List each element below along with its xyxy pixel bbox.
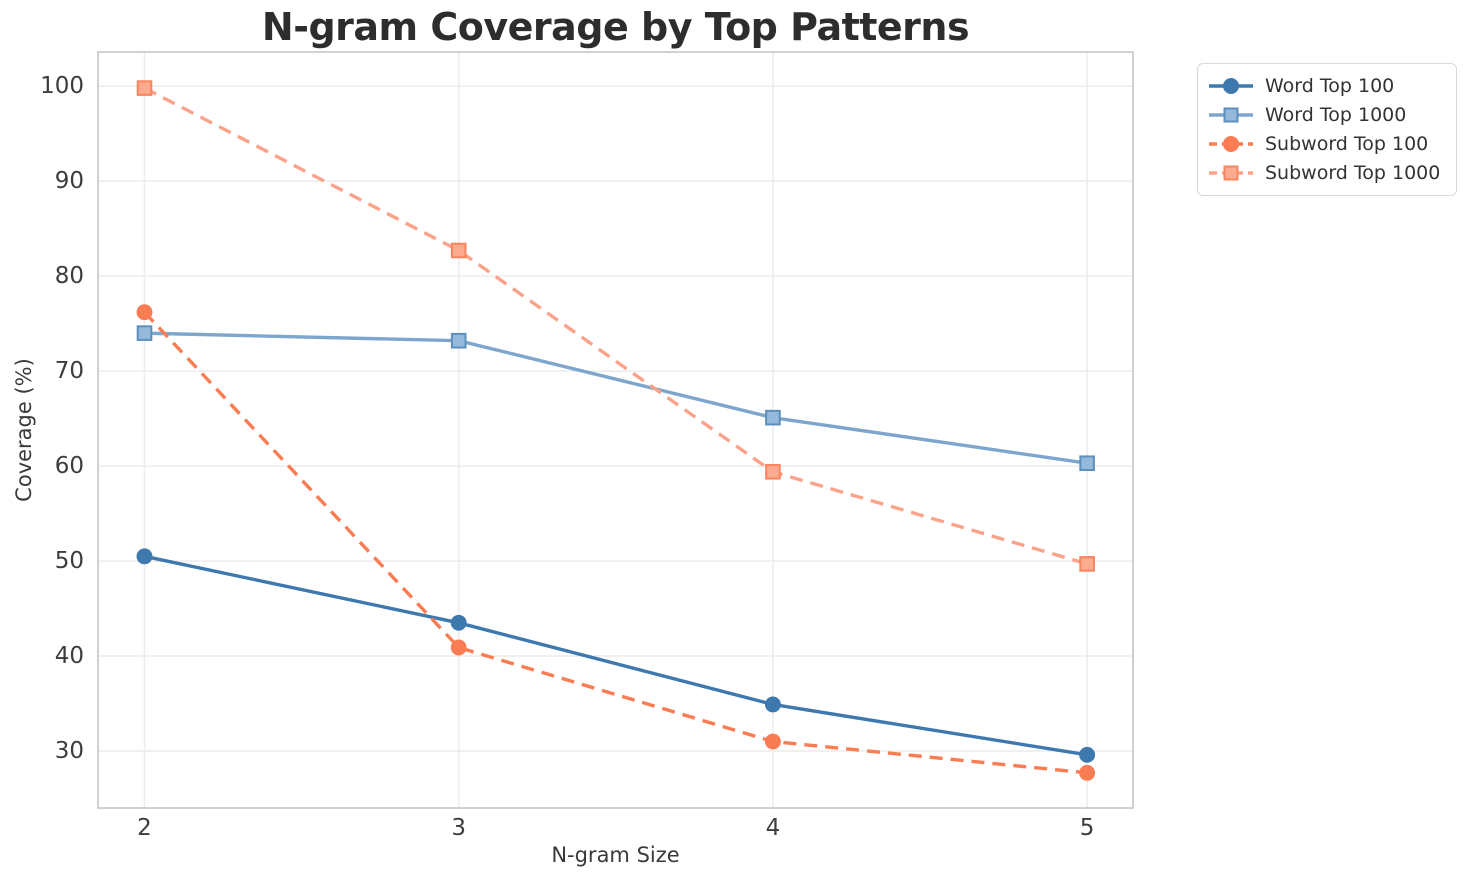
marker-word-top-1000 (765, 409, 781, 426)
legend-label-word-top-100: Word Top 100 (1265, 75, 1395, 97)
marker-word-top-100 (1079, 746, 1096, 763)
marker-subword-top-100 (764, 733, 781, 750)
y-tick-label-60: 60 (54, 453, 84, 480)
legend-item-subword-top-1000: Subword Top 1000 (1208, 159, 1440, 187)
marker-subword-top-100 (136, 304, 153, 321)
legend-label-subword-top-100: Subword Top 100 (1265, 133, 1429, 155)
marker-subword-top-1000 (1079, 556, 1095, 572)
series-line-word-top-1000 (144, 331, 1088, 465)
marker-subword-top-1000 (765, 463, 781, 480)
x-axis-label: N-gram Size (551, 843, 680, 867)
y-tick-label-90: 90 (54, 168, 84, 195)
x-tick-label-3: 3 (451, 815, 467, 841)
legend-handle-subword-top-1000-icon (1209, 165, 1253, 181)
chart-title: N-gram Coverage by Top Patterns (261, 5, 970, 49)
legend-item-word-top-1000: Word Top 1000 (1208, 101, 1440, 129)
y-tick-label-100: 100 (40, 73, 84, 100)
y-tick-label-40: 40 (54, 643, 84, 670)
legend: Word Top 100 Word Top 1000 Subword Top 100… (1197, 63, 1458, 196)
y-tick-label-50: 50 (54, 548, 84, 575)
legend-handle-subword-top-100-icon (1209, 136, 1253, 152)
x-tick-label-2: 2 (137, 815, 152, 841)
marker-word-top-100 (450, 614, 467, 631)
marker-word-top-1000 (1079, 455, 1095, 472)
marker-word-top-1000 (450, 332, 467, 349)
x-tick-label-5: 5 (1079, 815, 1095, 841)
marker-word-top-1000 (136, 325, 153, 341)
marker-subword-top-1000 (136, 80, 153, 96)
y-tick-label-30: 30 (54, 738, 84, 764)
legend-handle-word-top-1000-icon (1209, 107, 1253, 123)
axes-spines (97, 51, 1134, 809)
legend-handle-word-top-100-icon (1209, 78, 1253, 94)
y-tick-label-80: 80 (54, 263, 84, 290)
marker-word-top-100 (136, 548, 153, 565)
legend-item-subword-top-100: Subword Top 100 (1208, 130, 1440, 158)
series-line-subword-top-1000 (143, 86, 1088, 566)
x-tick-label-4: 4 (765, 815, 781, 841)
legend-marker-icon (1223, 78, 1239, 94)
legend-marker-icon (1223, 107, 1239, 123)
marker-subword-top-1000 (450, 242, 467, 259)
legend-marker-icon (1223, 165, 1239, 181)
series-line-word-top-100 (144, 554, 1088, 757)
marker-subword-top-100 (1079, 764, 1096, 781)
y-tick-label-70: 70 (54, 358, 84, 385)
legend-label-word-top-1000: Word Top 1000 (1265, 104, 1407, 126)
series-line-subword-top-100 (143, 311, 1088, 775)
marker-subword-top-100 (450, 639, 467, 656)
legend-item-word-top-100: Word Top 100 (1208, 72, 1440, 100)
legend-marker-icon (1223, 136, 1239, 152)
marker-word-top-100 (764, 696, 781, 713)
legend-label-subword-top-1000: Subword Top 1000 (1265, 162, 1441, 184)
